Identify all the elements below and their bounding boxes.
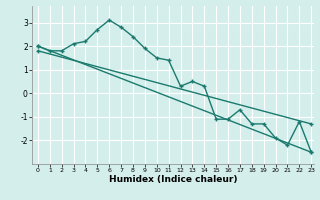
X-axis label: Humidex (Indice chaleur): Humidex (Indice chaleur) bbox=[108, 175, 237, 184]
